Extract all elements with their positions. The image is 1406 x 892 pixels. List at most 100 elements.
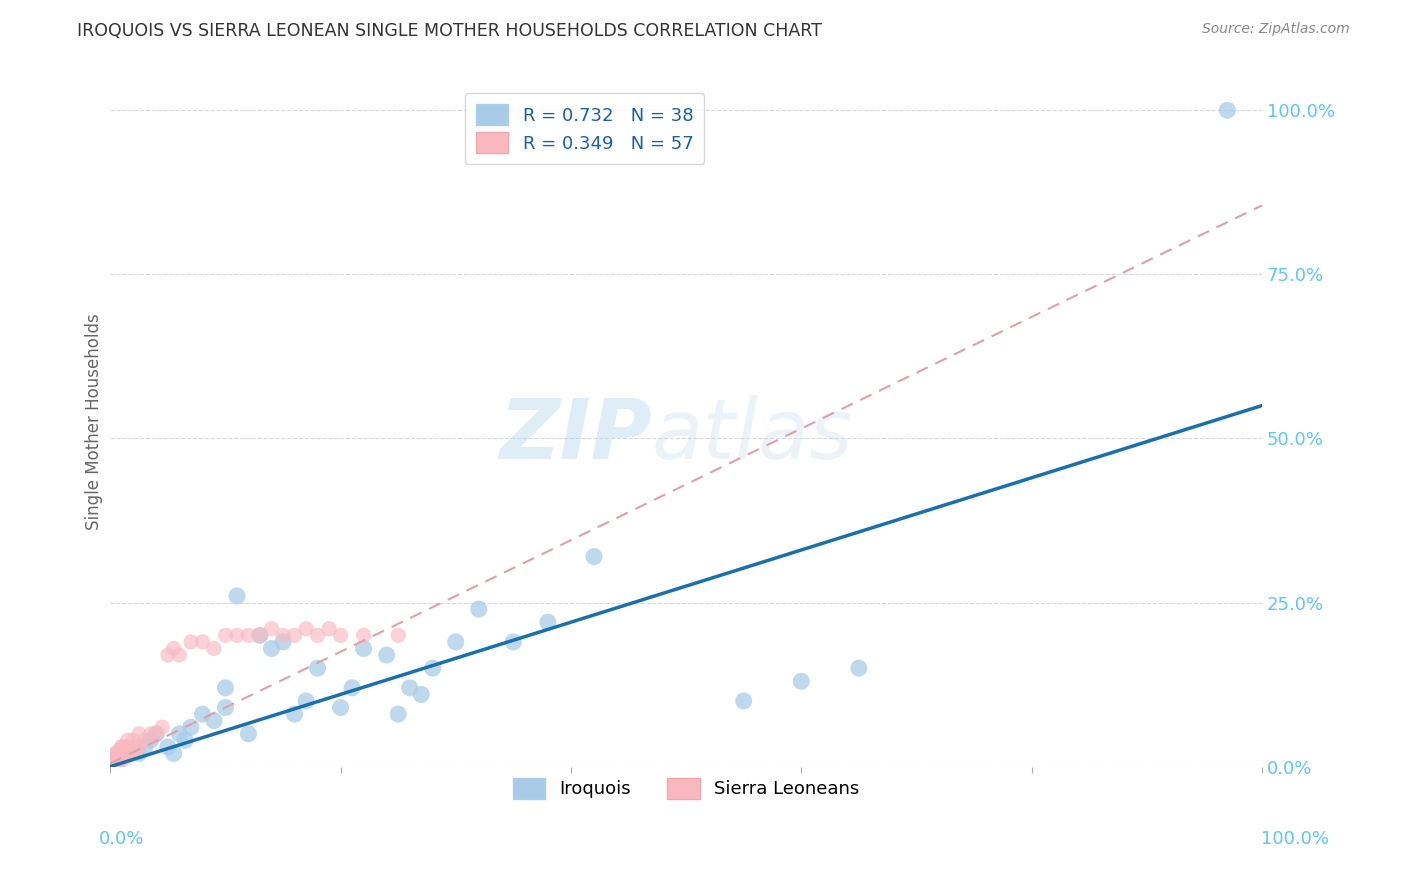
Point — [117, 747, 139, 761]
Point — [238, 727, 260, 741]
Point — [134, 733, 156, 747]
Point — [582, 549, 605, 564]
Point — [108, 747, 131, 761]
Point — [117, 739, 139, 754]
Point — [537, 615, 560, 630]
Point — [307, 628, 329, 642]
Point — [128, 739, 150, 754]
Point — [105, 747, 128, 761]
Point — [108, 753, 131, 767]
Point — [295, 622, 318, 636]
Point — [105, 747, 128, 761]
Point — [117, 749, 139, 764]
Point — [122, 747, 145, 761]
Point — [353, 641, 375, 656]
Point — [122, 733, 145, 747]
Text: atlas: atlas — [651, 395, 853, 476]
Legend: Iroquois, Sierra Leoneans: Iroquois, Sierra Leoneans — [505, 771, 866, 805]
Point — [145, 727, 167, 741]
Text: 0.0%: 0.0% — [98, 830, 143, 847]
Point — [180, 720, 202, 734]
Point — [848, 661, 870, 675]
Point — [139, 727, 162, 741]
Text: Source: ZipAtlas.com: Source: ZipAtlas.com — [1202, 22, 1350, 37]
Point — [111, 743, 134, 757]
Point — [139, 733, 162, 747]
Point — [162, 641, 184, 656]
Point — [295, 694, 318, 708]
Point — [226, 589, 249, 603]
Point — [468, 602, 491, 616]
Point — [411, 687, 433, 701]
Point — [191, 635, 214, 649]
Point — [111, 739, 134, 754]
Point — [238, 628, 260, 642]
Point — [387, 628, 409, 642]
Point — [117, 743, 139, 757]
Point — [191, 707, 214, 722]
Point — [260, 622, 283, 636]
Point — [387, 707, 409, 722]
Point — [169, 648, 191, 662]
Point — [307, 661, 329, 675]
Y-axis label: Single Mother Households: Single Mother Households — [86, 314, 103, 531]
Point — [375, 648, 398, 662]
Point — [108, 747, 131, 761]
Point — [733, 694, 755, 708]
Point — [162, 747, 184, 761]
Point — [108, 749, 131, 764]
Point — [145, 727, 167, 741]
Point — [111, 753, 134, 767]
Point — [111, 749, 134, 764]
Text: IROQUOIS VS SIERRA LEONEAN SINGLE MOTHER HOUSEHOLDS CORRELATION CHART: IROQUOIS VS SIERRA LEONEAN SINGLE MOTHER… — [77, 22, 823, 40]
Point — [111, 747, 134, 761]
Point — [214, 681, 236, 695]
Point — [260, 641, 283, 656]
Point — [271, 635, 294, 649]
Point — [122, 739, 145, 754]
Point — [398, 681, 420, 695]
Point — [329, 700, 352, 714]
Point — [174, 733, 197, 747]
Point — [180, 635, 202, 649]
Point — [156, 648, 179, 662]
Point — [111, 747, 134, 761]
Point — [105, 753, 128, 767]
Point — [169, 727, 191, 741]
Point — [353, 628, 375, 642]
Point — [105, 753, 128, 767]
Point — [105, 749, 128, 764]
Point — [108, 753, 131, 767]
Point — [111, 739, 134, 754]
Point — [444, 635, 467, 649]
Text: ZIP: ZIP — [499, 395, 651, 476]
Point — [105, 755, 128, 769]
Point — [111, 749, 134, 764]
Point — [134, 739, 156, 754]
Point — [226, 628, 249, 642]
Point — [214, 700, 236, 714]
Point — [790, 674, 813, 689]
Point — [214, 628, 236, 642]
Point — [1216, 103, 1239, 118]
Point — [105, 753, 128, 767]
Point — [156, 739, 179, 754]
Point — [502, 635, 524, 649]
Point — [105, 756, 128, 771]
Point — [150, 720, 173, 734]
Point — [128, 747, 150, 761]
Point — [318, 622, 340, 636]
Point — [128, 727, 150, 741]
Point — [340, 681, 363, 695]
Point — [283, 628, 305, 642]
Point — [271, 628, 294, 642]
Point — [249, 628, 271, 642]
Point — [202, 641, 225, 656]
Point — [283, 707, 305, 722]
Point — [117, 733, 139, 747]
Point — [108, 743, 131, 757]
Point — [422, 661, 444, 675]
Point — [105, 756, 128, 771]
Point — [329, 628, 352, 642]
Point — [122, 747, 145, 761]
